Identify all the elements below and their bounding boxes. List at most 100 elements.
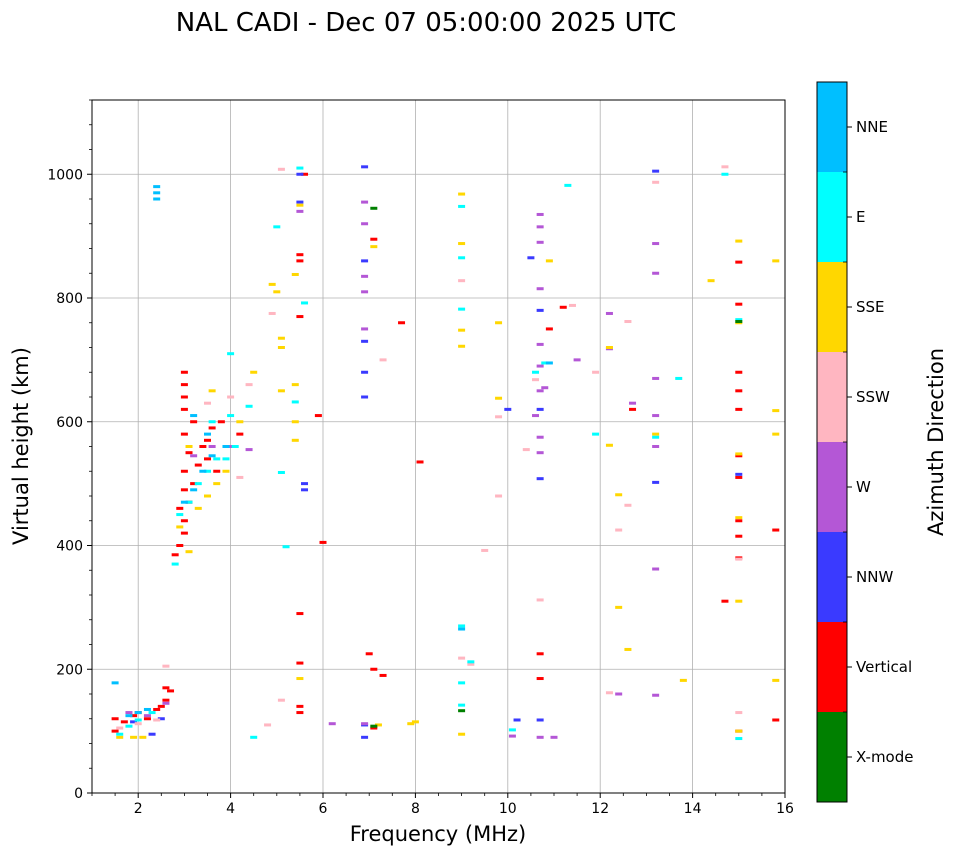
echo-point: [204, 494, 211, 498]
echo-point: [180, 407, 188, 411]
echo-point: [296, 612, 304, 616]
echo-point: [301, 488, 309, 492]
echo-point: [735, 320, 743, 324]
echo-point: [495, 321, 503, 325]
echo-point: [481, 548, 489, 552]
echo-point: [180, 519, 188, 523]
echo-point: [180, 531, 188, 535]
echo-point: [536, 652, 544, 656]
echo-point: [361, 200, 369, 204]
echo-point: [222, 445, 230, 448]
echo-point: [190, 482, 198, 486]
echo-point: [370, 206, 378, 210]
echo-point: [213, 457, 221, 461]
echo-point: [407, 722, 415, 726]
echo-point: [208, 420, 216, 424]
echo-point: [615, 528, 623, 532]
echo-point: [134, 711, 142, 715]
echo-point: [277, 698, 285, 702]
echo-point: [301, 482, 309, 486]
echo-point: [134, 722, 142, 726]
echo-point: [495, 415, 503, 419]
echo-point: [615, 493, 623, 497]
echo-point: [652, 376, 660, 380]
x-axis-label: Frequency (MHz): [350, 822, 526, 846]
echo-point: [125, 724, 133, 728]
echo-point: [222, 457, 230, 461]
echo-point: [361, 274, 369, 278]
y-tick-label: 0: [74, 786, 83, 802]
echo-point: [652, 445, 660, 448]
echo-point: [652, 169, 660, 173]
echo-point: [545, 259, 553, 263]
echo-point: [652, 567, 660, 571]
echo-point: [291, 420, 299, 424]
echo-point: [185, 500, 193, 504]
x-tick-label: 16: [776, 801, 794, 817]
echo-point: [458, 204, 466, 208]
echo-point: [772, 432, 780, 436]
echo-point: [416, 460, 424, 464]
echo-point: [458, 307, 466, 311]
echo-point: [190, 414, 198, 418]
echo-point: [735, 389, 743, 393]
echo-point: [532, 378, 540, 382]
echo-point: [296, 661, 304, 665]
echo-point: [458, 192, 466, 196]
echo-point: [361, 165, 369, 169]
colorbar-label: SSW: [856, 388, 890, 406]
echo-point: [721, 599, 729, 603]
echo-point: [162, 698, 170, 702]
echo-point: [190, 454, 198, 458]
echo-point: [245, 404, 253, 408]
echo-point: [564, 183, 572, 187]
echo-point: [735, 454, 743, 458]
colorbar-frame: [816, 81, 848, 803]
colorbar-label: SSE: [856, 298, 885, 316]
echo-point: [652, 693, 660, 697]
echo-point: [277, 167, 285, 171]
echo-point: [171, 553, 179, 557]
echo-point: [735, 302, 743, 306]
echo-point: [231, 445, 239, 448]
colorbar-label: NNE: [856, 118, 888, 136]
echo-point: [111, 681, 119, 685]
echo-point: [536, 735, 544, 739]
echo-point: [458, 681, 466, 685]
echo-point: [153, 197, 161, 201]
echo-point: [296, 315, 304, 319]
echo-point: [568, 303, 576, 307]
echo-point: [199, 469, 207, 473]
echo-point: [536, 287, 544, 291]
echo-point: [162, 664, 170, 668]
echo-point: [185, 445, 193, 448]
echo-point: [508, 734, 516, 738]
echo-point: [180, 500, 188, 504]
y-tick-label: 1000: [47, 167, 83, 183]
echo-point: [139, 735, 147, 739]
echo-point: [513, 718, 521, 722]
echo-point: [652, 180, 660, 184]
echo-point: [735, 557, 743, 561]
echo-point: [296, 259, 304, 263]
echo-point: [467, 662, 475, 666]
echo-point: [652, 242, 660, 246]
echo-point: [735, 519, 743, 523]
echo-point: [204, 432, 211, 436]
echo-point: [301, 301, 309, 305]
echo-point: [204, 438, 211, 442]
echo-point: [208, 445, 216, 448]
colorbar-segment: [817, 172, 847, 262]
echo-point: [273, 290, 281, 294]
echo-point: [227, 395, 235, 399]
echo-point: [167, 689, 175, 693]
echo-point: [536, 240, 544, 244]
colorbar-segment: [817, 532, 847, 622]
echo-point: [605, 691, 613, 695]
y-tick-label: 600: [56, 415, 83, 431]
echo-point: [291, 438, 299, 442]
echo-point: [180, 469, 188, 473]
echo-point: [652, 435, 660, 439]
colorbar-segment: [817, 352, 847, 442]
colorbar-segment: [817, 442, 847, 532]
